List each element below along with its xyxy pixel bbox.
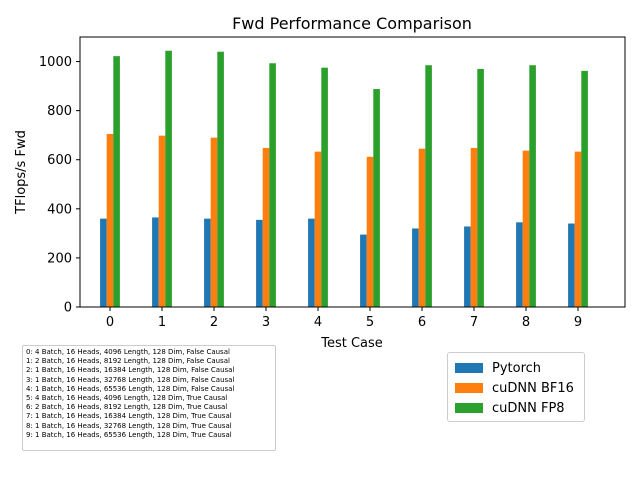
test-case-note: 6: 2 Batch, 16 Heads, 8192 Length, 128 D…: [26, 403, 228, 412]
bar-pytorch-3: [256, 219, 263, 307]
bar-cudnn-bf16-2: [210, 137, 218, 307]
bar-cudnn-bf16-3: [262, 147, 270, 307]
bar-cudnn-fp8-9: [581, 70, 588, 307]
x-tick-label: 3: [262, 315, 270, 330]
test-case-note: 2: 1 Batch, 16 Heads, 16384 Length, 128 …: [26, 366, 235, 375]
bar-cudnn-fp8-4: [321, 67, 328, 307]
bar-cudnn-bf16-5: [366, 156, 374, 307]
bar-cudnn-bf16-1: [158, 135, 166, 307]
test-case-notes: 0: 4 Batch, 16 Heads, 4096 Length, 128 D…: [22, 345, 276, 451]
y-tick-label: 0: [64, 301, 72, 316]
y-tick-label: 200: [47, 251, 72, 266]
legend-item: Pytorch: [455, 358, 577, 378]
test-case-note: 8: 1 Batch, 16 Heads, 32768 Length, 128 …: [26, 421, 232, 430]
legend-item: cuDNN FP8: [455, 398, 577, 418]
legend: Pytorch cuDNN BF16 cuDNN FP8: [447, 352, 585, 422]
bar-pytorch-6: [412, 228, 419, 307]
legend-swatch: [455, 363, 483, 373]
x-tick-label: 4: [314, 315, 322, 330]
test-case-note: 3: 1 Batch, 16 Heads, 32768 Length, 128 …: [26, 375, 235, 384]
bar-cudnn-bf16-8: [522, 150, 530, 307]
bar-pytorch-2: [204, 218, 211, 307]
bar-cudnn-fp8-6: [425, 65, 432, 308]
x-tick-label: 2: [210, 315, 218, 330]
bar-cudnn-fp8-2: [217, 51, 224, 308]
y-tick-label: 400: [47, 202, 72, 217]
test-case-note: 1: 2 Batch, 16 Heads, 8192 Length, 128 D…: [26, 357, 230, 366]
legend-label: cuDNN BF16: [492, 380, 574, 396]
legend-label: cuDNN FP8: [492, 400, 565, 416]
x-tick-label: 1: [158, 315, 166, 330]
x-tick-label: 5: [366, 315, 374, 330]
bar-cudnn-fp8-3: [269, 63, 276, 307]
x-tick-label: 0: [106, 315, 114, 330]
bar-pytorch-5: [360, 234, 367, 307]
bar-cudnn-fp8-1: [165, 50, 172, 307]
test-case-note: 0: 4 Batch, 16 Heads, 4096 Length, 128 D…: [26, 348, 230, 356]
test-case-note: 4: 1 Batch, 16 Heads, 65536 Length, 128 …: [26, 384, 235, 393]
bar-pytorch-8: [516, 222, 523, 307]
y-tick-label: 600: [47, 153, 72, 168]
test-case-note: 9: 1 Batch, 16 Heads, 65536 Length, 128 …: [26, 430, 232, 439]
x-tick-label: 9: [574, 315, 582, 330]
bar-pytorch-9: [568, 223, 575, 307]
plot-frame: [79, 36, 626, 308]
bar-pytorch-7: [464, 226, 471, 307]
bar-cudnn-bf16-6: [418, 148, 426, 307]
x-tick-label: 8: [522, 315, 530, 330]
x-tick-label: 7: [470, 315, 478, 330]
bar-pytorch-1: [152, 217, 159, 307]
test-case-note: 5: 4 Batch, 16 Heads, 4096 Length, 128 D…: [26, 394, 228, 403]
y-tick-label: 1000: [39, 55, 72, 70]
axes-group: 0 200 400 600 800 1000 0 1 2 3 4 5 6 7 8 9: [39, 36, 626, 330]
chart-title: Fwd Performance Comparison: [232, 14, 472, 33]
bar-cudnn-fp8-7: [477, 68, 484, 307]
bar-cudnn-fp8-5: [373, 89, 380, 307]
test-case-note: 7: 1 Batch, 16 Heads, 16384 Length, 128 …: [26, 412, 232, 421]
legend-label: Pytorch: [492, 360, 542, 376]
legend-swatch: [455, 383, 483, 393]
bar-cudnn-bf16-9: [574, 151, 582, 307]
bar-pytorch-0: [100, 218, 107, 307]
bar-pytorch-4: [308, 218, 315, 307]
x-tick-label: 6: [418, 315, 426, 330]
bar-cudnn-bf16-7: [470, 147, 478, 307]
y-axis-label: TFlops/s Fwd: [14, 130, 29, 215]
y-tick-label: 800: [47, 104, 72, 119]
x-axis-label: Test Case: [320, 336, 383, 351]
legend-swatch: [455, 403, 483, 413]
legend-item: cuDNN BF16: [455, 378, 577, 398]
bar-cudnn-bf16-0: [106, 133, 114, 307]
bar-cudnn-bf16-4: [314, 151, 322, 307]
bars-group: [100, 50, 588, 308]
bar-cudnn-fp8-8: [529, 65, 536, 308]
bar-cudnn-fp8-0: [113, 56, 120, 308]
